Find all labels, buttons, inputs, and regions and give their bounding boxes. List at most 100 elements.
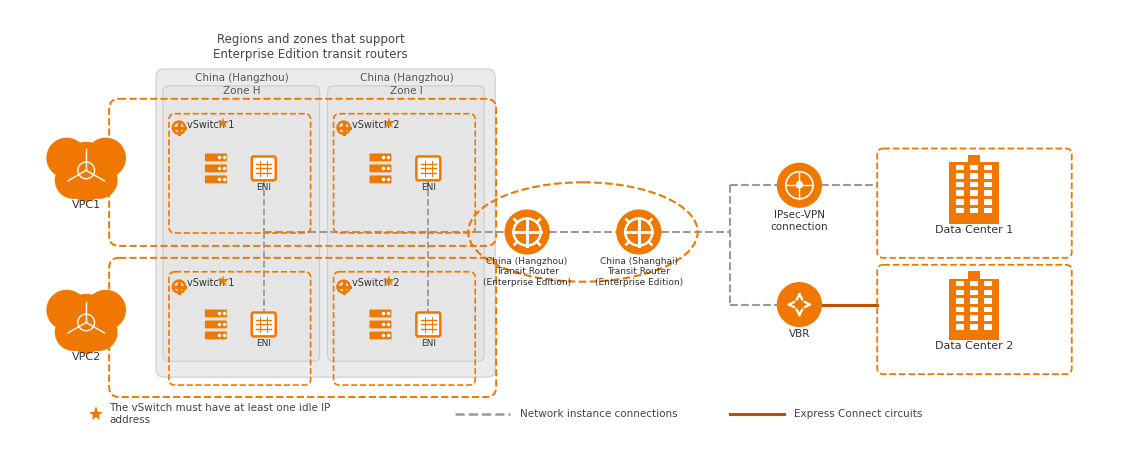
Bar [983, 281, 992, 286]
Bar [970, 298, 979, 304]
FancyBboxPatch shape [369, 332, 391, 339]
Bar [970, 208, 979, 213]
Text: China (Hangzhou): China (Hangzhou) [360, 73, 453, 83]
Text: Data Center 1: Data Center 1 [935, 225, 1014, 235]
Bar [983, 315, 992, 321]
Bar [970, 182, 979, 187]
Bar [970, 307, 979, 312]
Circle shape [342, 126, 345, 129]
Circle shape [81, 162, 117, 198]
Bar [956, 281, 964, 286]
Text: The vSwitch must have at least one idle IP
address: The vSwitch must have at least one idle … [109, 403, 331, 425]
Text: Express Connect circuits: Express Connect circuits [794, 409, 922, 419]
Circle shape [47, 291, 87, 329]
Text: ENI: ENI [421, 339, 435, 348]
Circle shape [616, 210, 660, 254]
Bar [956, 298, 964, 304]
Circle shape [58, 295, 114, 350]
Bar [983, 324, 992, 330]
Text: China (Hangzhou): China (Hangzhou) [195, 73, 289, 83]
Bar [956, 165, 964, 170]
Text: China (Shanghai)
Transit Router
(Enterprise Edition): China (Shanghai) Transit Router (Enterpr… [595, 257, 683, 286]
FancyBboxPatch shape [369, 175, 391, 183]
FancyBboxPatch shape [416, 312, 440, 336]
Bar [956, 173, 964, 179]
Text: ENI: ENI [421, 183, 435, 193]
FancyBboxPatch shape [205, 310, 227, 318]
Bar [956, 324, 964, 330]
Text: VBR: VBR [789, 329, 810, 339]
Bar [983, 298, 992, 304]
FancyBboxPatch shape [205, 165, 227, 173]
FancyBboxPatch shape [252, 312, 276, 336]
FancyBboxPatch shape [205, 175, 227, 183]
FancyBboxPatch shape [369, 153, 391, 161]
FancyBboxPatch shape [252, 156, 276, 180]
Text: vSwitch 2: vSwitch 2 [351, 120, 399, 130]
Circle shape [777, 283, 821, 326]
FancyBboxPatch shape [205, 332, 227, 339]
Bar [983, 199, 992, 205]
FancyBboxPatch shape [205, 320, 227, 328]
Text: VPC2: VPC2 [72, 352, 101, 362]
Text: vSwitch 2: vSwitch 2 [351, 278, 399, 288]
Bar [983, 191, 992, 196]
Text: vSwitch 1: vSwitch 1 [187, 120, 234, 130]
Text: ENI: ENI [256, 339, 271, 348]
Text: Zone H: Zone H [223, 86, 261, 96]
Bar [956, 290, 964, 295]
Bar [956, 208, 964, 213]
Circle shape [55, 314, 92, 350]
Bar [970, 290, 979, 295]
Bar [956, 199, 964, 205]
Text: Regions and zones that support
Enterprise Edition transit routers: Regions and zones that support Enterpris… [214, 33, 408, 61]
Circle shape [87, 139, 125, 177]
Bar [970, 173, 979, 179]
Bar [970, 191, 979, 196]
Bar [956, 182, 964, 187]
Circle shape [81, 314, 117, 350]
Bar [983, 290, 992, 295]
Circle shape [178, 285, 181, 288]
Circle shape [71, 322, 101, 353]
Circle shape [47, 139, 87, 177]
Circle shape [505, 210, 549, 254]
Bar [950, 279, 999, 340]
Bar [968, 271, 980, 279]
Bar [956, 191, 964, 196]
Text: Zone I: Zone I [390, 86, 423, 96]
Bar [970, 165, 979, 170]
Bar [970, 281, 979, 286]
Text: vSwitch 1: vSwitch 1 [187, 278, 234, 288]
Bar [956, 307, 964, 312]
Bar [968, 155, 980, 162]
Bar [983, 182, 992, 187]
FancyBboxPatch shape [369, 165, 391, 173]
Bar [970, 315, 979, 321]
FancyBboxPatch shape [416, 156, 440, 180]
Text: IPsec-VPN
connection: IPsec-VPN connection [771, 210, 828, 232]
Text: China (Hangzhou)
Transit Router
(Enterprise Edition): China (Hangzhou) Transit Router (Enterpr… [483, 257, 572, 286]
FancyBboxPatch shape [796, 184, 802, 188]
Bar [970, 324, 979, 330]
Circle shape [55, 162, 92, 198]
FancyBboxPatch shape [369, 320, 391, 328]
Bar [983, 307, 992, 312]
FancyBboxPatch shape [156, 69, 495, 377]
Bar [970, 199, 979, 205]
Text: VPC1: VPC1 [72, 200, 101, 210]
FancyBboxPatch shape [163, 86, 320, 361]
Bar [983, 173, 992, 179]
FancyBboxPatch shape [327, 86, 484, 361]
Circle shape [342, 285, 345, 288]
Bar [950, 162, 999, 224]
Text: Data Center 2: Data Center 2 [935, 341, 1014, 352]
Circle shape [178, 126, 181, 129]
Circle shape [58, 143, 114, 198]
Text: Network instance connections: Network instance connections [520, 409, 677, 419]
Bar [983, 165, 992, 170]
FancyBboxPatch shape [369, 310, 391, 318]
FancyBboxPatch shape [205, 153, 227, 161]
Bar [983, 208, 992, 213]
Text: ENI: ENI [256, 183, 271, 193]
